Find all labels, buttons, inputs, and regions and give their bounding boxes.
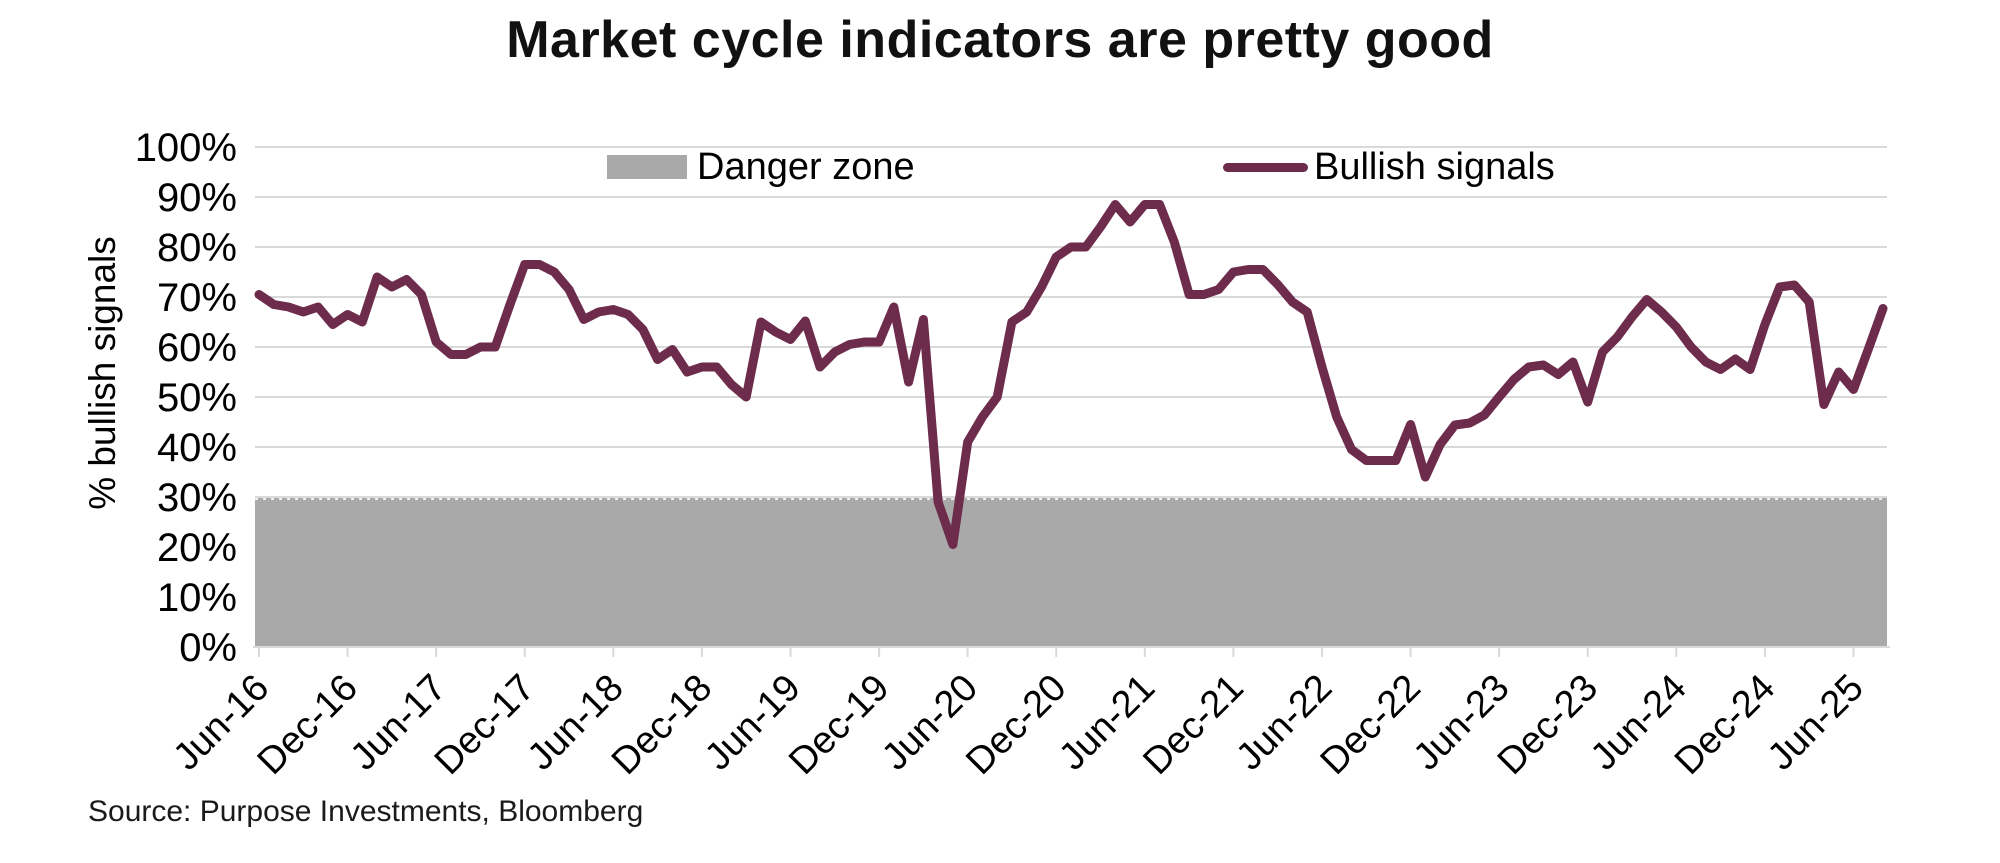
y-tick-label-10%: 10%: [157, 576, 237, 620]
legend-item-bullish-signals: Bullish signals: [1223, 146, 1555, 188]
y-tick-label-0%: 0%: [179, 626, 237, 670]
legend-item-danger-zone: Danger zone: [607, 146, 915, 188]
y-tick-label-90%: 90%: [157, 176, 237, 220]
y-tick-label-30%: 30%: [157, 476, 237, 520]
y-tick-label-40%: 40%: [157, 426, 237, 470]
y-tick-label-80%: 80%: [157, 226, 237, 270]
bullish-signals-line-swatch-icon: [1223, 162, 1308, 172]
x-tick-label-Dec-21: Dec-21: [1135, 667, 1251, 783]
y-tick-label-60%: 60%: [157, 326, 237, 370]
x-tick-label-Dec-16: Dec-16: [250, 667, 366, 783]
chart-title: Market cycle indicators are pretty good: [506, 11, 1494, 69]
x-tick-label-Dec-23: Dec-23: [1490, 667, 1606, 783]
bullish-signals-legend-label: Bullish signals: [1314, 146, 1555, 188]
bullish-signals-line: [254, 200, 1888, 549]
x-tick-label-Jun-25: Jun-25: [1760, 667, 1872, 779]
source-note: Source: Purpose Investments, Bloomberg: [88, 795, 644, 828]
x-tick-label-Dec-20: Dec-20: [958, 667, 1074, 783]
y-tick-label-100%: 100%: [135, 126, 237, 170]
x-tick-label-Dec-22: Dec-22: [1313, 667, 1429, 783]
x-tick-label-Dec-19: Dec-19: [781, 667, 897, 783]
x-tick-label-Dec-24: Dec-24: [1667, 667, 1783, 783]
danger-zone-swatch-icon: [607, 155, 687, 179]
y-tick-label-70%: 70%: [157, 276, 237, 320]
x-tick-label-Dec-17: Dec-17: [427, 667, 543, 783]
danger-zone-legend-label: Danger zone: [697, 146, 915, 188]
danger-zone-band: [255, 498, 1887, 647]
x-tick-label-Dec-18: Dec-18: [604, 667, 720, 783]
y-tick-label-20%: 20%: [157, 526, 237, 570]
y-tick-label-50%: 50%: [157, 376, 237, 420]
